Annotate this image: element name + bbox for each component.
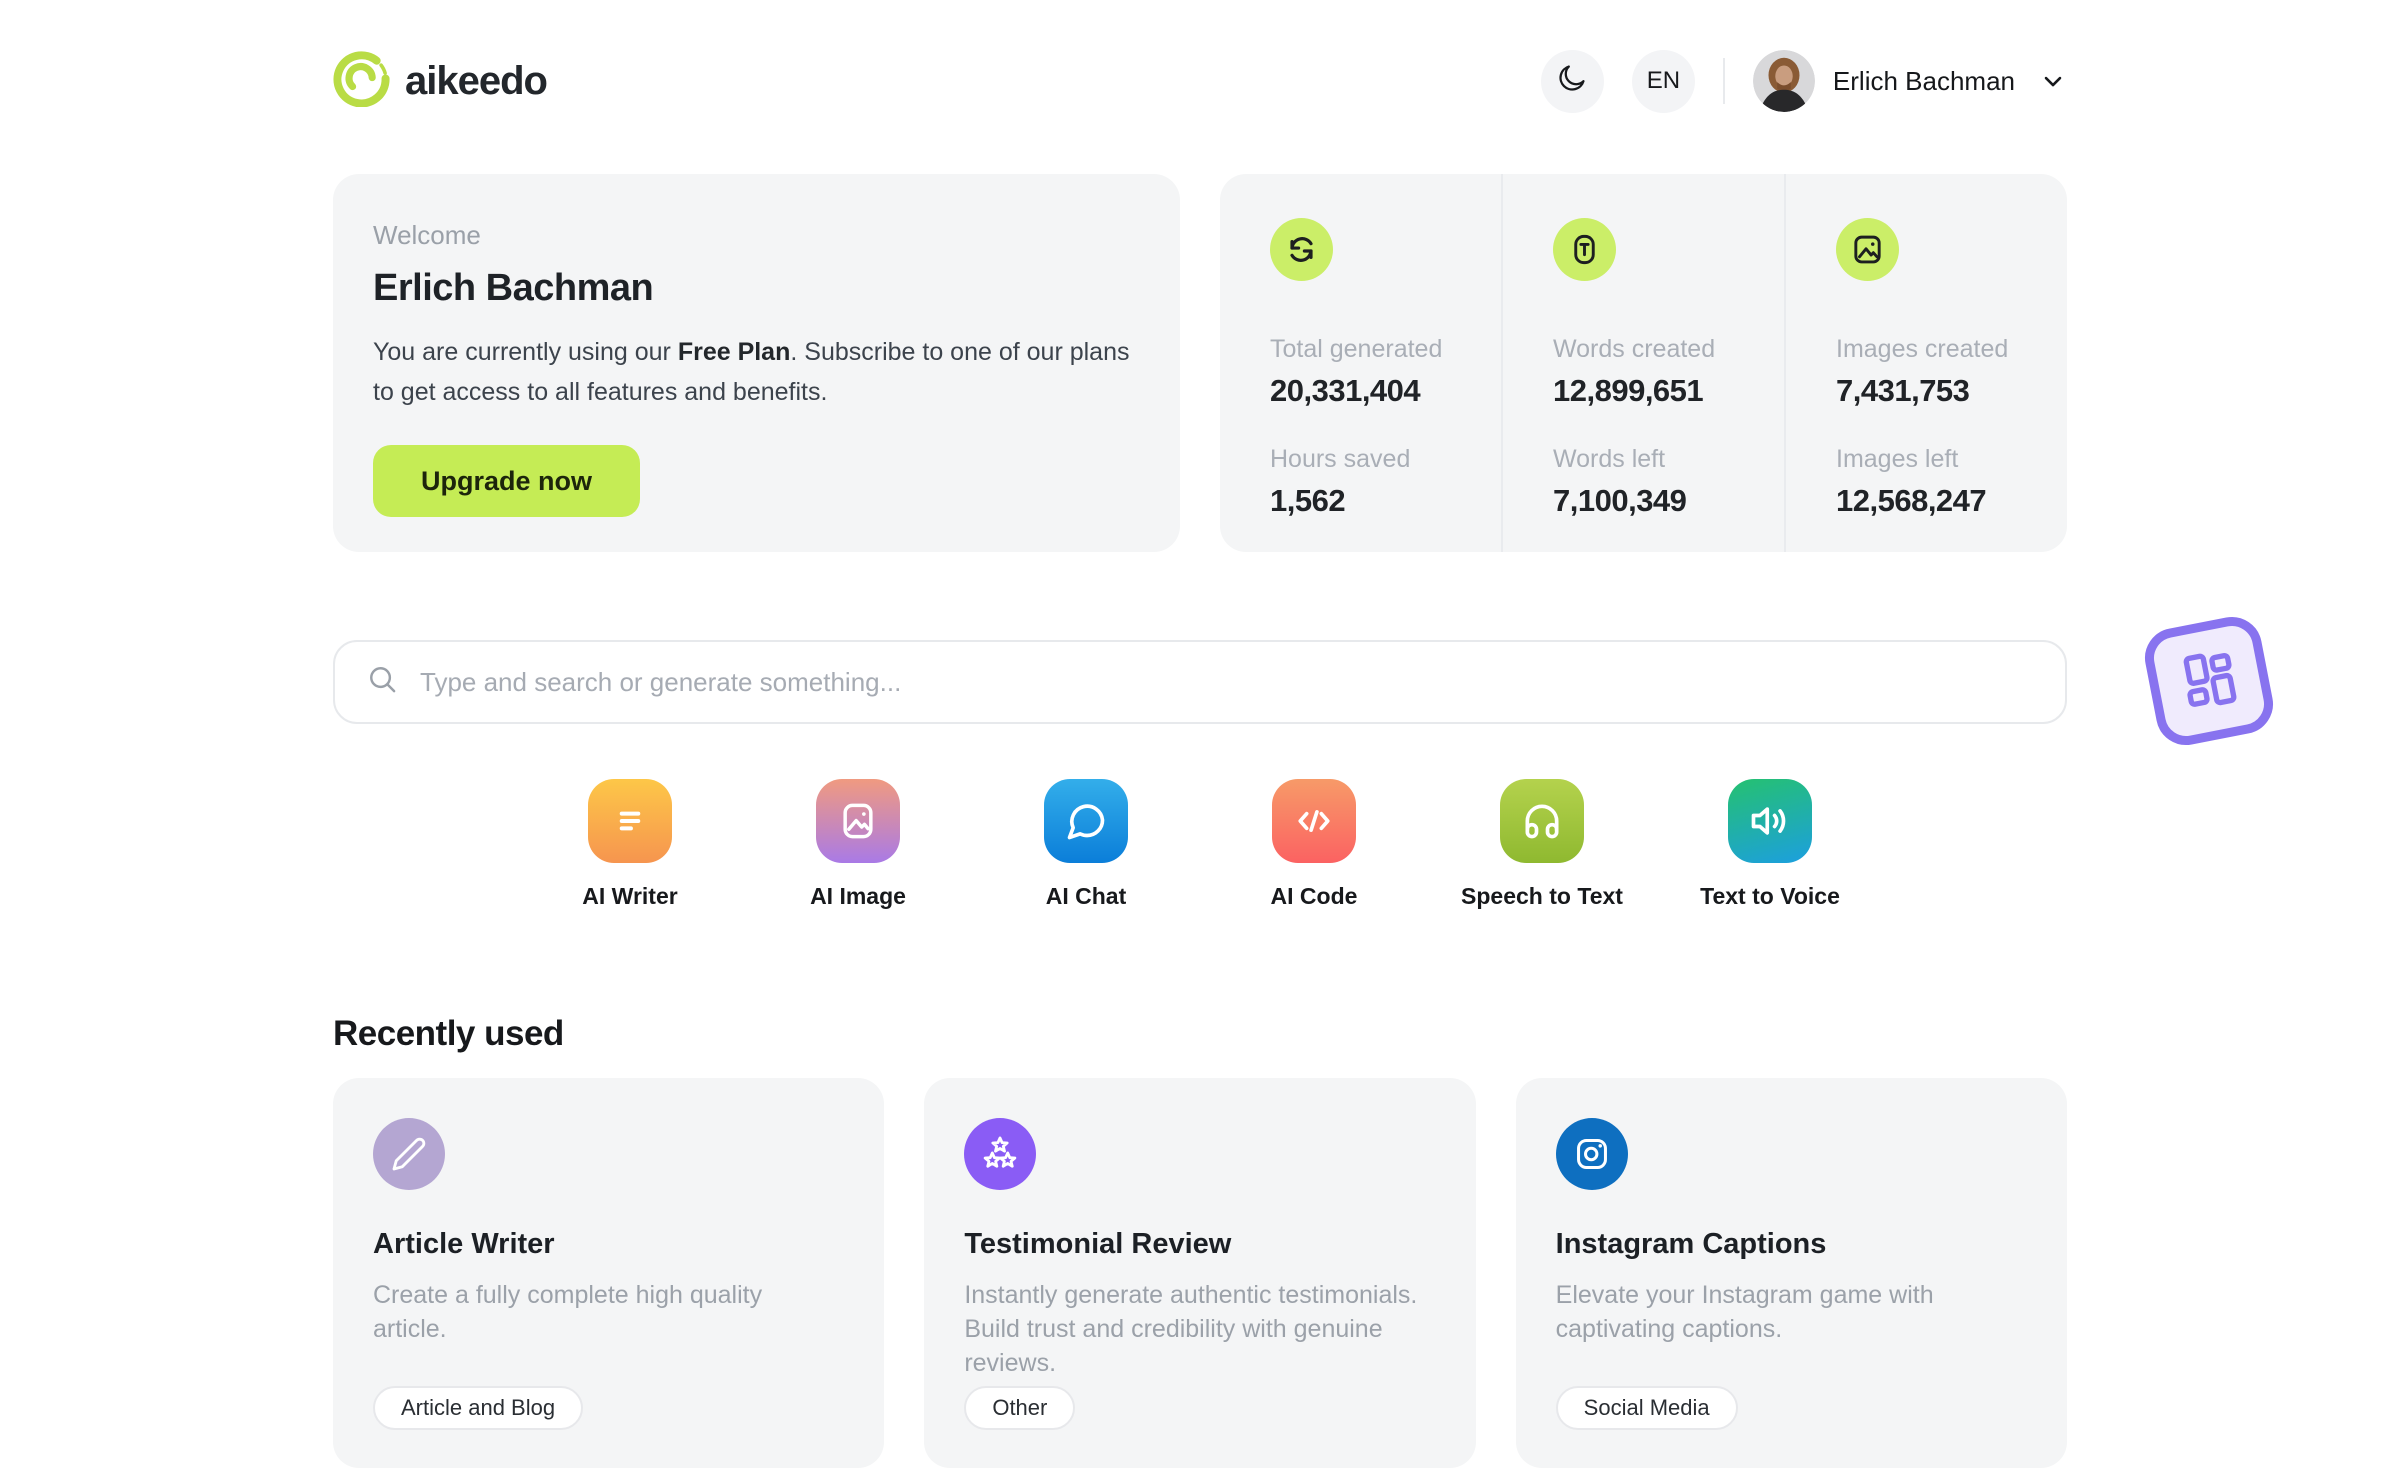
dark-mode-toggle[interactable]	[1540, 49, 1604, 113]
speaker-icon	[1728, 779, 1812, 863]
card-testimonial-review[interactable]: Testimonial Review Instantly generate au…	[924, 1078, 1476, 1468]
user-menu[interactable]: Erlich Bachman	[1752, 50, 2067, 112]
writer-lines-icon	[588, 779, 672, 863]
stat-column-words: Words created 12,899,651 Words left 7,10…	[1501, 174, 1784, 552]
tool-label: AI Chat	[1045, 883, 1127, 909]
stat-label: Images created	[1836, 335, 2009, 363]
card-title: Article Writer	[373, 1228, 555, 1260]
chevron-down-icon	[2039, 67, 2067, 95]
search-icon	[367, 664, 398, 700]
stat-value: 20,331,404	[1270, 373, 1421, 408]
moon-icon	[1556, 62, 1588, 101]
stat-column-images: Images created 7,431,753 Images left 12,…	[1784, 174, 2067, 552]
welcome-card: Welcome Erlich Bachman You are currently…	[333, 174, 1180, 552]
instagram-icon	[1555, 1118, 1628, 1190]
tool-label: Speech to Text	[1461, 883, 1623, 909]
tool-ai-image[interactable]: AI Image	[744, 779, 972, 910]
tool-ai-code[interactable]: AI Code	[1200, 779, 1428, 910]
logo[interactable]: aikeedo	[333, 50, 548, 112]
overview-section: Welcome Erlich Bachman You are currently…	[333, 174, 2067, 552]
card-title: Testimonial Review	[964, 1228, 1232, 1260]
stat-value: 12,899,651	[1553, 373, 1704, 408]
category-tag[interactable]: Article and Blog	[373, 1386, 584, 1430]
card-title: Instagram Captions	[1555, 1228, 1827, 1260]
stat-label: Images left	[1836, 445, 1959, 473]
plan-description: You are currently using our Free Plan. S…	[373, 338, 1130, 406]
welcome-user-name: Erlich Bachman	[373, 267, 654, 309]
chat-bubble-icon	[1044, 779, 1128, 863]
stat-value: 1,562	[1270, 483, 1346, 518]
stat-value: 7,100,349	[1553, 483, 1687, 518]
user-name: Erlich Bachman	[1832, 65, 2015, 96]
recently-used-title: Recently used	[333, 1014, 564, 1053]
tool-label: AI Writer	[582, 883, 678, 909]
stat-value: 7,431,753	[1836, 373, 1970, 408]
stat-label: Words left	[1553, 445, 1666, 473]
search-bar	[333, 640, 2067, 724]
stats-card: Total generated 20,331,404 Hours saved 1…	[1220, 174, 2067, 552]
card-article-writer[interactable]: Article Writer Create a fully complete h…	[333, 1078, 885, 1468]
avatar	[1752, 50, 1815, 112]
recently-used-row: Article Writer Create a fully complete h…	[333, 1078, 2067, 1468]
search-input[interactable]	[420, 666, 2033, 698]
tool-label: Text to Voice	[1700, 883, 1840, 909]
quick-launcher-widget[interactable]	[2139, 611, 2279, 751]
card-description: Instantly generate authentic testimonial…	[964, 1281, 1418, 1377]
text-icon	[1553, 218, 1616, 281]
tool-ai-chat[interactable]: AI Chat	[972, 779, 1200, 910]
language-button[interactable]: EN	[1631, 49, 1695, 113]
language-label: EN	[1646, 67, 1681, 94]
code-icon	[1272, 779, 1356, 863]
card-description: Elevate your Instagram game with captiva…	[1555, 1281, 1934, 1343]
refresh-icon	[1270, 218, 1333, 281]
tools-row: AI Writer AI Image AI Chat	[333, 779, 2067, 910]
stars-icon	[964, 1118, 1037, 1190]
plan-name: Free Plan	[677, 338, 791, 366]
tool-speech-to-text[interactable]: Speech to Text	[1428, 779, 1656, 910]
header-divider	[1722, 58, 1725, 104]
tool-ai-writer[interactable]: AI Writer	[516, 779, 744, 910]
upgrade-button[interactable]: Upgrade now	[373, 445, 641, 517]
logo-swirl-icon	[333, 50, 390, 112]
category-tag[interactable]: Social Media	[1555, 1386, 1738, 1430]
tool-text-to-voice[interactable]: Text to Voice	[1656, 779, 1884, 910]
card-instagram-captions[interactable]: Instagram Captions Elevate your Instagra…	[1515, 1078, 2067, 1468]
header: aikeedo EN	[333, 0, 2067, 118]
image-icon	[1836, 218, 1899, 281]
stat-label: Hours saved	[1270, 445, 1411, 473]
headphones-icon	[1500, 779, 1584, 863]
stat-column-generated: Total generated 20,331,404 Hours saved 1…	[1220, 174, 1501, 552]
card-description: Create a fully complete high quality art…	[373, 1281, 763, 1343]
stat-label: Total generated	[1270, 335, 1443, 363]
header-actions: EN Erlich Bachman	[1540, 49, 2067, 113]
category-tag[interactable]: Other	[964, 1386, 1076, 1430]
image-icon	[816, 779, 900, 863]
tool-label: AI Image	[810, 883, 906, 909]
pencil-icon	[373, 1118, 445, 1190]
logo-text: aikeedo	[405, 58, 548, 103]
stat-label: Words created	[1553, 335, 1716, 363]
grid-icon	[2171, 641, 2247, 721]
welcome-eyebrow: Welcome	[373, 220, 481, 250]
stat-value: 12,568,247	[1836, 483, 1987, 518]
tool-label: AI Code	[1270, 883, 1358, 909]
